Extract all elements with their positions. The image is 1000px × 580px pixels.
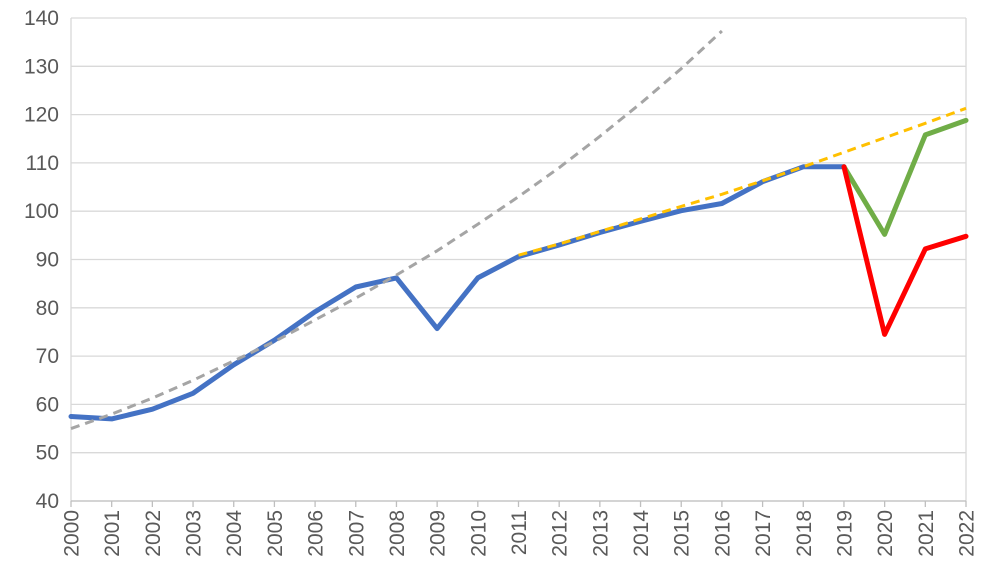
y-tick-label: 90 — [36, 249, 59, 272]
x-tick-label: 2001 — [101, 510, 124, 557]
y-tick-label: 120 — [24, 104, 59, 127]
x-tick-label: 2017 — [752, 510, 775, 557]
x-tick-label: 2005 — [264, 510, 287, 557]
gridlines — [71, 17, 966, 502]
x-tick-label: 2013 — [589, 510, 612, 557]
x-tick-label: 2007 — [345, 510, 368, 557]
x-tick-label: 2015 — [671, 510, 694, 557]
y-tick-labels: 40 50 60 70 80 90 100 110 120 130 140 — [24, 7, 59, 513]
y-tick-label: 70 — [36, 345, 59, 368]
x-tick-label: 2008 — [386, 510, 409, 557]
axes — [70, 18, 967, 507]
series-line-3 — [841, 164, 969, 337]
x-tick-label: 2019 — [833, 510, 856, 557]
x-tick-label: 2022 — [956, 510, 979, 557]
y-tick-label: 130 — [24, 55, 59, 78]
x-tick-label: 2018 — [793, 510, 816, 557]
x-tick-label: 2014 — [630, 510, 653, 557]
x-tick-label: 2012 — [549, 510, 572, 557]
series-line-4 — [70, 29, 723, 431]
x-tick-label: 2006 — [305, 510, 328, 557]
x-tick-label: 2011 — [508, 510, 531, 555]
x-tick-label: 2002 — [142, 510, 165, 557]
x-tick-label: 2010 — [467, 510, 490, 557]
y-tick-label: 80 — [36, 297, 59, 320]
x-tick-label: 2016 — [711, 510, 734, 557]
series-line-5 — [518, 106, 967, 257]
x-tick-label: 2020 — [874, 510, 897, 557]
series-lines — [68, 29, 969, 431]
y-tick-label: 60 — [36, 393, 59, 416]
series-line-2 — [841, 117, 969, 237]
y-tick-label: 40 — [36, 490, 59, 513]
x-tick-label: 2003 — [183, 510, 206, 557]
y-tick-label: 140 — [24, 7, 59, 30]
x-tick-label: 2004 — [223, 510, 246, 557]
x-tick-label: 2000 — [61, 510, 84, 557]
x-tick-labels: 2000 2001 2002 2003 2004 2005 2006 2007 2008 2009… — [61, 510, 979, 557]
series-line-1 — [68, 164, 847, 422]
y-tick-label: 110 — [26, 152, 59, 175]
x-tick-label: 2009 — [427, 510, 450, 557]
x-tick-label: 2021 — [915, 510, 938, 557]
y-tick-label: 100 — [24, 200, 59, 223]
y-tick-label: 50 — [36, 442, 59, 465]
